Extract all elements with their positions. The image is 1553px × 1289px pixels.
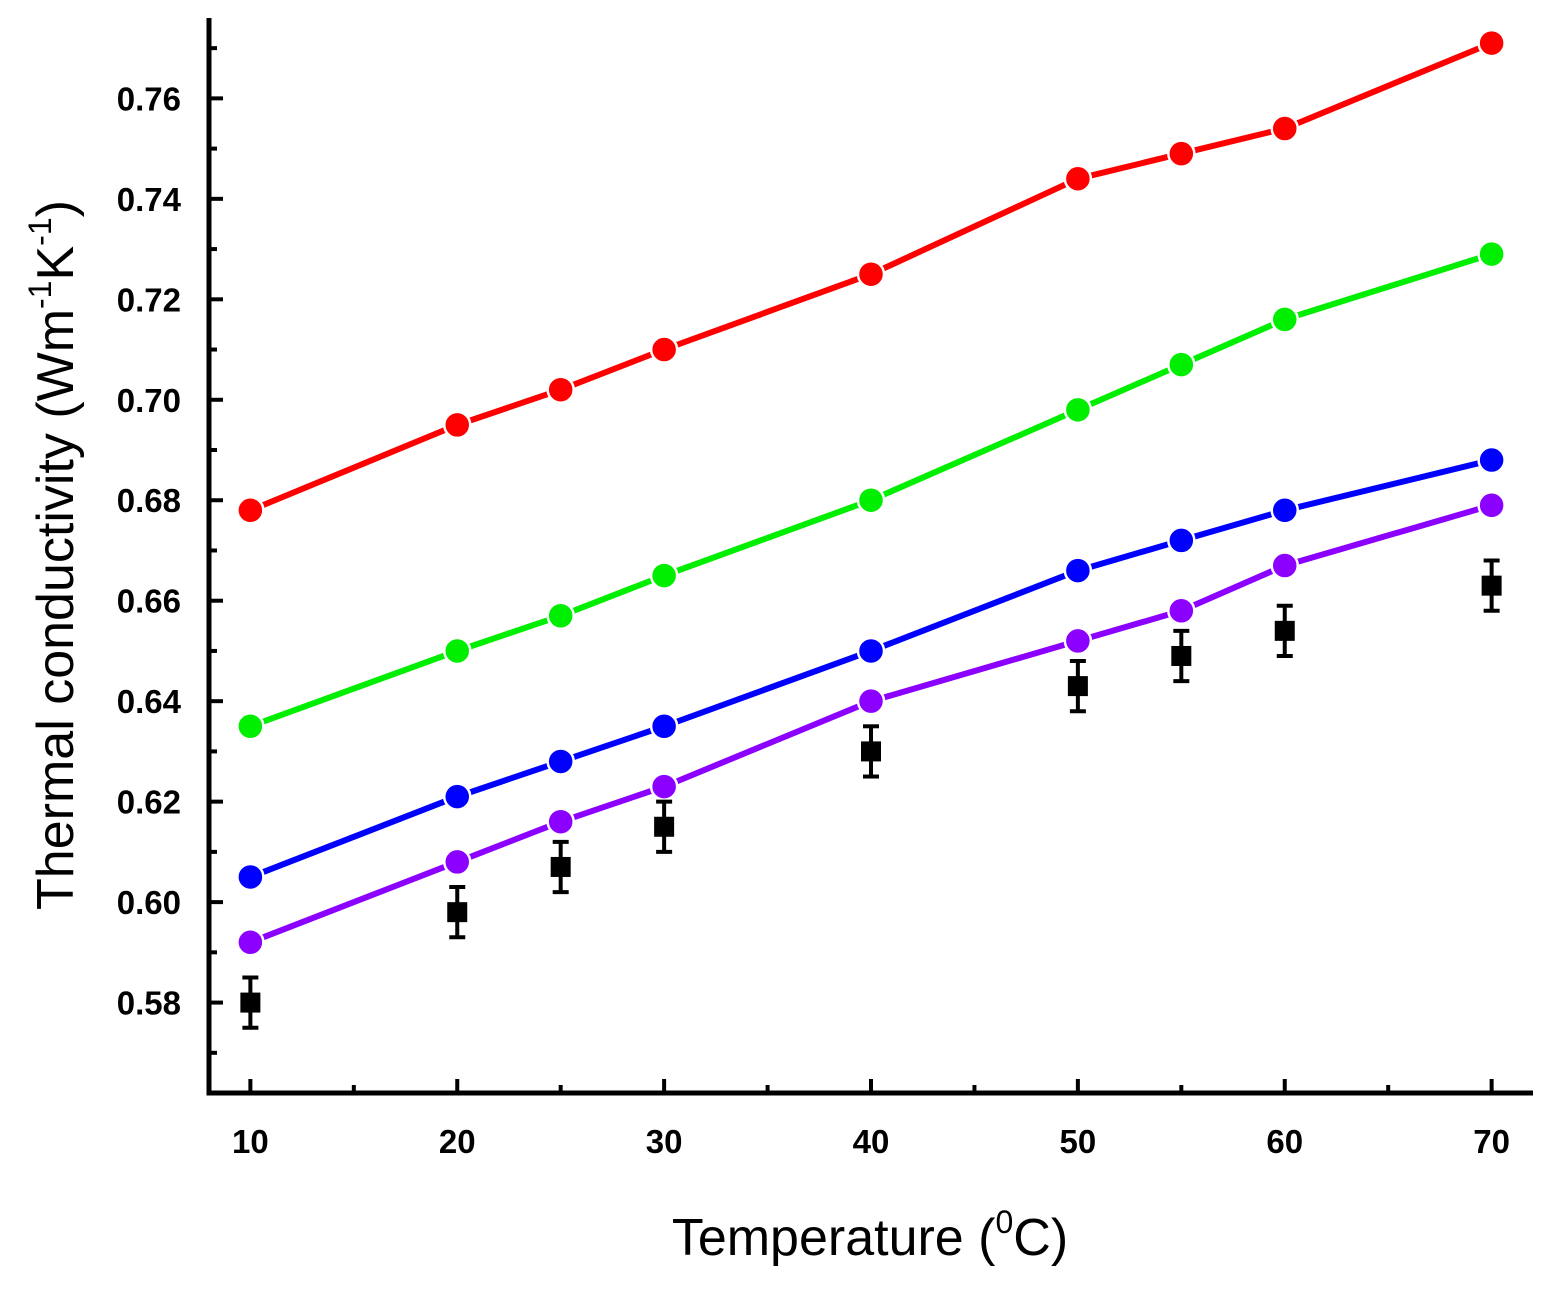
data-point-red [236,496,265,525]
data-point-green [649,561,679,590]
data-point-green [443,636,472,666]
data-point-experimental [1067,676,1088,697]
data-point-purple [856,686,886,716]
x-tick-label: 20 [439,1123,476,1160]
data-point-green [1477,239,1506,269]
data-point-blue [1167,526,1196,555]
data-point-green [546,601,575,631]
y-tick-label: 0.66 [117,583,181,620]
data-point-red [856,259,886,289]
series-layer [236,28,1506,1030]
data-point-purple [236,928,265,957]
y-tick-label: 0.74 [117,181,182,218]
data-point-red [1167,139,1196,168]
data-point-green [236,712,265,741]
data-point-purple [1270,551,1299,580]
x-tick-label: 70 [1473,1123,1510,1160]
y-tick-label: 0.62 [117,784,181,821]
y-tick-label: 0.58 [117,985,181,1022]
axes-layer: 0.58 0.60 0.62 0.64 0.66 0.68 0.70 0.72 0.74 0.76… [117,18,1533,1160]
y-tick-label: 0.72 [117,281,181,318]
y-axis-title: Thermal conductivity (Wm-1K-1) [22,200,85,910]
x-tick-label: 30 [646,1123,683,1160]
y-tick-label: 0.68 [117,482,181,519]
data-point-blue [443,782,472,811]
y-tick-label: 0.76 [117,80,181,117]
x-tick-label: 60 [1266,1123,1303,1160]
data-point-experimental [1274,620,1295,641]
data-point-red [649,335,679,364]
data-point-blue [1270,496,1299,525]
x-tick-label: 50 [1060,1123,1097,1160]
data-point-red [443,410,472,440]
data-point-red [546,375,575,404]
data-point-experimental [240,992,261,1013]
data-point-blue [1063,556,1093,585]
data-point-red [1063,164,1093,193]
y-tick-label: 0.60 [117,884,181,921]
data-point-blue [1477,445,1506,475]
data-point-purple [1063,626,1093,656]
y-tick-label: 0.70 [117,382,181,419]
data-point-green [1167,350,1196,379]
data-point-experimental [1481,575,1502,596]
x-tick-label: 40 [853,1123,890,1160]
y-tick-label: 0.64 [117,683,182,720]
data-point-purple [1167,596,1196,626]
data-point-green [1063,395,1093,425]
x-axis-title: Temperature (0C) [672,1204,1068,1267]
data-point-experimental [861,741,881,762]
data-point-purple [1477,491,1506,520]
data-point-blue [546,747,575,776]
data-point-green [1270,305,1299,334]
data-point-purple [649,772,679,801]
data-point-purple [546,807,575,836]
series-line-purple [249,502,1493,946]
data-point-experimental [447,902,468,923]
data-point-experimental [550,856,571,877]
data-point-blue [236,862,265,892]
data-point-blue [856,636,886,666]
data-point-purple [443,847,472,877]
x-tick-label: 10 [232,1123,269,1160]
data-point-experimental [654,816,675,837]
data-point-red [1477,28,1506,58]
data-point-red [1270,114,1299,143]
series-line-blue [249,457,1493,880]
data-point-green [856,485,886,515]
data-point-experimental [1171,645,1192,666]
data-point-blue [649,712,679,741]
